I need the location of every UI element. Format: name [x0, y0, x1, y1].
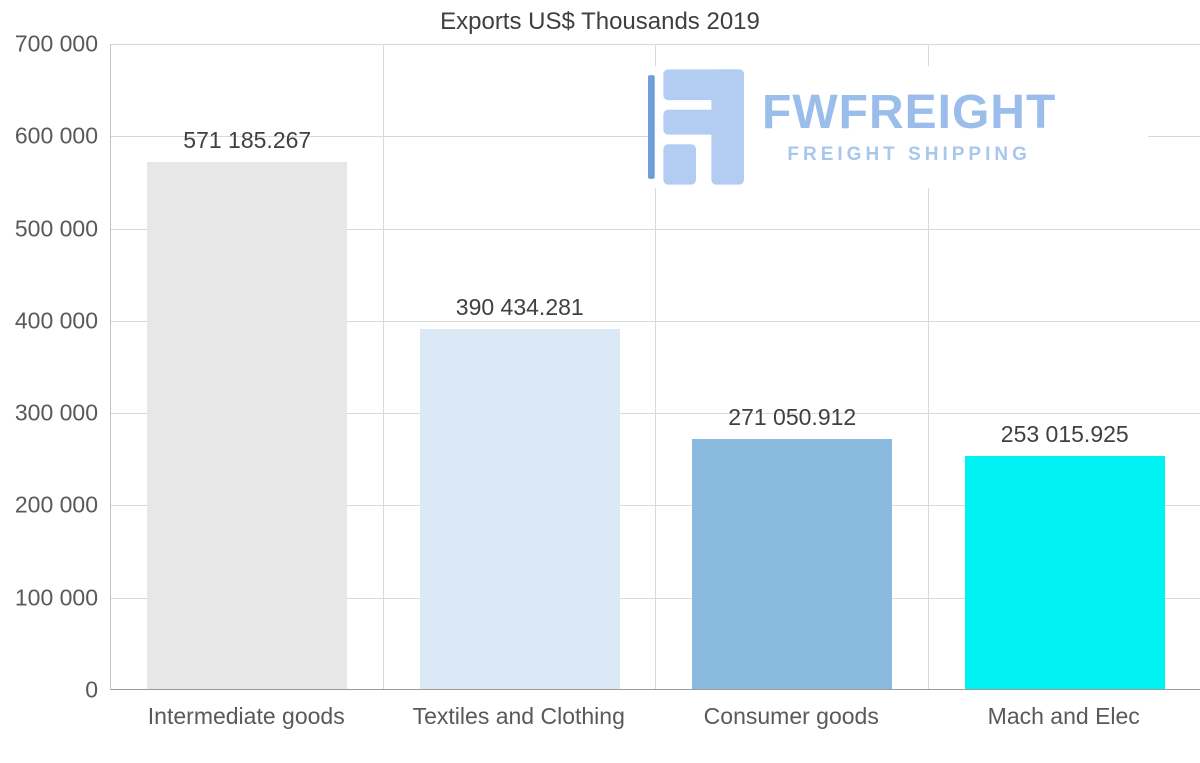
bar-value-label: 253 015.925 [1000, 420, 1129, 447]
bar-intermediate-goods [147, 161, 348, 689]
y-tick-label: 100 000 [14, 584, 98, 611]
v-gridline [383, 44, 384, 689]
brand-logo-icon [648, 69, 744, 185]
bar-value-label: 390 434.281 [455, 293, 584, 320]
v-gridline [928, 44, 929, 689]
bar-mach-and-elec [964, 455, 1165, 689]
y-tick-label: 200 000 [14, 491, 98, 518]
y-axis: 0 100 000 200 000 300 000 400 000 500 000 600 … [0, 31, 98, 703]
brand-watermark: FWFREIGHT FREIGHT SHIPPING [648, 66, 1148, 188]
y-tick-label: 300 000 [14, 399, 98, 426]
x-axis: Intermediate goods Textiles and Clothing C… [110, 703, 1200, 737]
v-gridline [655, 44, 656, 689]
brand-text-block: FWFREIGHT FREIGHT SHIPPING [762, 85, 1057, 166]
bar-value-label: 571 185.267 [183, 126, 312, 153]
brand-name: FWFREIGHT [762, 85, 1057, 139]
y-tick-label: 700 000 [14, 30, 98, 57]
bar-textiles-and-clothing [419, 328, 620, 689]
category-label: Textiles and Clothing [412, 703, 625, 729]
plot-area: 571 185.267 390 434.281 271 050.912 253 015… [110, 44, 1200, 690]
category-label: Mach and Elec [987, 703, 1140, 729]
chart-title: Exports US$ Thousands 2019 [440, 8, 760, 35]
y-tick-label: 400 000 [14, 307, 98, 334]
y-tick-label: 0 [85, 676, 98, 703]
y-tick-label: 600 000 [14, 122, 98, 149]
category-label: Consumer goods [703, 703, 879, 729]
y-tick-label: 500 000 [14, 215, 98, 242]
bar-value-label: 271 050.912 [728, 403, 857, 430]
brand-tagline: FREIGHT SHIPPING [787, 143, 1031, 165]
category-label: Intermediate goods [147, 703, 345, 729]
bar-consumer-goods [692, 438, 893, 689]
